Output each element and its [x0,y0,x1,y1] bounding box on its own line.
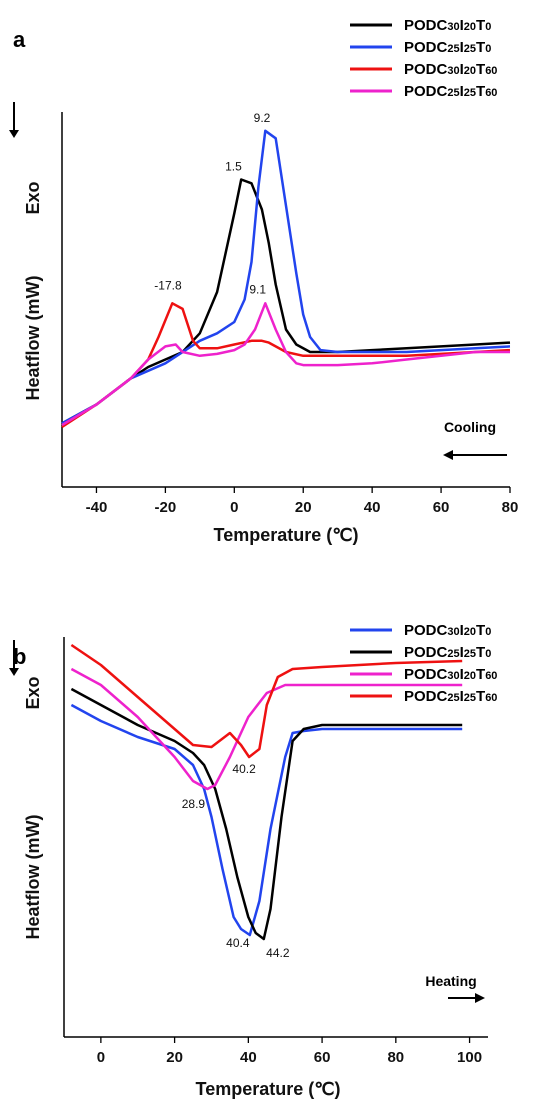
x-tick-label: -20 [155,499,177,516]
x-tick-label: 0 [97,1049,105,1066]
x-tick-label: 20 [166,1049,183,1066]
series-line [61,178,511,425]
legend-entry: PODC30I20T60 [404,666,497,683]
x-tick-label: 60 [433,499,450,516]
direction-label: Heating [425,973,476,989]
legend-entry: PODC25I25T0 [404,644,491,661]
data-label: 9.2 [254,111,271,125]
y-axis-title: Heatflow (mW) [23,276,43,401]
direction-label: Cooling [444,419,496,435]
series-line [70,687,463,941]
x-tick-label: 0 [230,499,238,516]
series-line [61,302,511,429]
x-tick-label: 40 [240,1049,257,1066]
series-line [61,129,511,425]
data-label: -17.8 [154,278,182,292]
chart-panel-a: a -40 -20 0 20 40 60 80 Temperature (℃) Heatflow … [9,17,518,545]
exo-label: Exo [23,676,43,709]
series-line [70,703,463,937]
data-label: 44.2 [266,946,290,960]
x-tick-label: 80 [387,1049,404,1066]
legend-entry: PODC25I25T60 [404,688,497,705]
direction-arrowhead-icon [475,993,485,1003]
panel-label: a [13,27,26,52]
data-label: 1.5 [225,160,242,174]
legend-entry: PODC30I20T60 [404,61,497,78]
x-axis-title: Temperature (℃) [214,525,359,545]
legend-entry: PODC25I25T60 [404,83,497,100]
series-line [70,667,463,791]
legend-entry: PODC30I20T0 [404,622,491,639]
data-label: 28.9 [182,797,206,811]
data-label: 40.4 [226,936,250,950]
series-line [61,302,510,427]
panel-label: b [13,644,26,669]
x-tick-label: 40 [364,499,381,516]
data-label: 9.1 [249,282,266,296]
exo-label: Exo [23,181,43,214]
data-label: 40.2 [232,762,256,776]
x-tick-label: 60 [314,1049,331,1066]
chart-panel-b: b 0 20 40 60 80 100 Temperature (℃) Heatflow (mW… [9,622,497,1099]
x-tick-label: 100 [457,1049,482,1066]
direction-arrowhead-icon [443,450,453,460]
exo-arrowhead-icon [9,668,19,676]
exo-arrowhead-icon [9,130,19,138]
x-tick-label: 80 [502,499,519,516]
x-tick-label: 20 [295,499,312,516]
legend-entry: PODC25I25T0 [404,39,491,56]
legend-entry: PODC30I20T0 [404,17,491,34]
x-axis-title: Temperature (℃) [196,1079,341,1099]
x-tick-label: -40 [86,499,108,516]
y-axis-title: Heatflow (mW) [23,815,43,940]
series-line [70,643,463,759]
